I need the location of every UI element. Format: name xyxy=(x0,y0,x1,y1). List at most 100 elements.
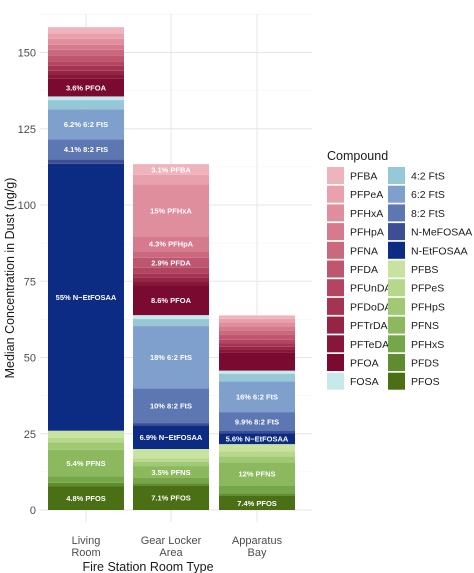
legend-key xyxy=(327,260,344,278)
bar-annotation: 18% 6:2 FtS xyxy=(150,353,192,362)
legend-label: 4:2 FtS xyxy=(411,171,445,183)
legend-label: PFHpA xyxy=(350,227,384,239)
bar-segment-pfda xyxy=(48,55,124,62)
bar-segment-pfba xyxy=(133,164,209,175)
bar-segment-pfbs xyxy=(219,444,295,452)
bar-segment-pfda xyxy=(219,334,295,340)
bar-segment-pfhxs xyxy=(219,485,295,494)
bar-segment-pfba xyxy=(48,27,124,34)
legend-label: FOSA xyxy=(350,376,379,388)
bar-segment-pfoa xyxy=(219,352,295,371)
bar-segment-pfna xyxy=(219,330,295,335)
y-tick-label: 75 xyxy=(24,276,36,288)
bar-annotation: 7.4% PFOS xyxy=(237,499,277,508)
bar-segment-pfds xyxy=(219,493,295,496)
bar-segment-pfhxs xyxy=(133,477,209,484)
bar-segment-n-mefosaa xyxy=(219,431,295,434)
bar-segment-6-2-fts xyxy=(219,381,295,413)
bar-stacks xyxy=(48,27,295,510)
bar-segment-pfunda xyxy=(133,267,209,274)
legend-label: PFBS xyxy=(411,264,438,276)
bar-segment-pfhps xyxy=(219,456,295,463)
bar-segment-pfoa xyxy=(133,285,209,316)
bar-segment-pfbs xyxy=(48,430,124,438)
bar-segment-fosa xyxy=(133,315,209,320)
bar-annotation: 4.1% 8:2 FtS xyxy=(64,145,108,154)
bar-segment-pfos xyxy=(48,486,124,510)
legend-label: PFHxS xyxy=(411,339,444,351)
bar-segment-pfba xyxy=(219,315,295,319)
bar-annotation: 55% N−EtFOSAA xyxy=(56,293,117,302)
legend-label: N-MeFOSAA xyxy=(411,227,472,239)
legend-label: 8:2 FtS xyxy=(411,208,445,220)
bar-segment-pfunda xyxy=(48,61,124,66)
x-tick-label: Living xyxy=(72,535,101,547)
legend-key xyxy=(327,204,344,222)
bar-annotation: 6.2% 6:2 FtS xyxy=(64,120,108,129)
x-tick-label: Area xyxy=(159,547,183,559)
legend-label: 6:2 FtS xyxy=(411,189,445,201)
bar-annotation: 8.6% PFOA xyxy=(151,296,192,305)
legend-label: PFDoDA xyxy=(350,301,391,313)
legend-key xyxy=(327,372,344,390)
bar-segment-pfhpa xyxy=(133,236,209,252)
bar-segment-pfns xyxy=(133,466,209,478)
legend-label: PFNA xyxy=(350,245,378,257)
bar-annotation: 4.8% PFOS xyxy=(66,494,106,503)
bar-annotation: 7.1% PFOS xyxy=(151,494,191,503)
bar-annotation: 3.1% PFBA xyxy=(151,165,191,174)
bar-annotation: 5.4% PFNS xyxy=(66,459,105,468)
bar-segment-pfdoda xyxy=(48,65,124,71)
bar-segment-6-2-fts xyxy=(133,326,209,389)
legend-key xyxy=(388,297,405,315)
bar-segment-4-2-fts xyxy=(133,319,209,327)
legend-key xyxy=(327,335,344,353)
bar-annotation: 9.9% 8:2 FtS xyxy=(235,417,279,426)
bar-segment-pfdoda xyxy=(133,273,209,278)
legend-label: PFPeA xyxy=(350,189,383,201)
bar-segment-4-2-fts xyxy=(219,373,295,382)
bar-segment-pfpea xyxy=(133,174,209,185)
legend-key xyxy=(388,241,405,259)
bar-segment-pfteda xyxy=(48,74,124,79)
bar-segment-pfhpa xyxy=(48,44,124,50)
legend: Compound PFBA PFPeA PFHxA PFHpA PFNA PFDA PFUn… xyxy=(327,149,472,390)
legend-key xyxy=(388,260,405,278)
bar-segment-n-etfosaa xyxy=(48,163,124,431)
bar-segment-pfns xyxy=(219,462,295,486)
bar-segment-fosa xyxy=(48,96,124,101)
x-tick-label: Gear Locker xyxy=(141,535,202,547)
bar-segment-6-2-fts xyxy=(48,109,124,140)
bar-segment-8-2-fts xyxy=(48,139,124,160)
bar-segment-pftrda xyxy=(133,277,209,282)
bar-segment-pfpes xyxy=(133,458,209,462)
x-tick-label: Apparatus xyxy=(232,535,283,547)
bar-segment-pfoa xyxy=(48,78,124,97)
bar-segment-8-2-fts xyxy=(219,412,295,432)
bar-segment-pftrda xyxy=(48,70,124,75)
bar-segment-pfda xyxy=(133,257,209,268)
bar-annotation: 3.6% PFOA xyxy=(66,83,107,92)
legend-key xyxy=(388,316,405,334)
legend-key xyxy=(388,279,405,297)
bar-segment-pfhps xyxy=(133,461,209,467)
legend-key xyxy=(327,167,344,184)
bar-segment-pfds xyxy=(133,483,209,486)
legend-label: PFTeDA xyxy=(350,339,389,351)
x-tick-label: Bay xyxy=(248,547,267,559)
bar-segment-pfns xyxy=(48,449,124,477)
bar-segment-pfos xyxy=(133,485,209,510)
bar-segment-n-etfosaa xyxy=(133,425,209,449)
legend-key xyxy=(327,185,344,203)
legend-key xyxy=(388,223,405,241)
legend-key xyxy=(388,204,405,222)
bar-segment-pfna xyxy=(133,251,209,258)
bar-annotation: 10% 8:2 FtS xyxy=(150,401,192,410)
legend-label: PFUnDA xyxy=(350,283,391,295)
y-axis-title: Median Concentration in Dust (ng/g) xyxy=(3,178,17,379)
y-tick-label: 50 xyxy=(24,353,36,365)
legend-title: Compound xyxy=(327,149,388,163)
bar-segment-n-etfosaa xyxy=(219,433,295,445)
legend-label: PFDA xyxy=(350,264,378,276)
bar-segment-pfteda xyxy=(133,281,209,286)
